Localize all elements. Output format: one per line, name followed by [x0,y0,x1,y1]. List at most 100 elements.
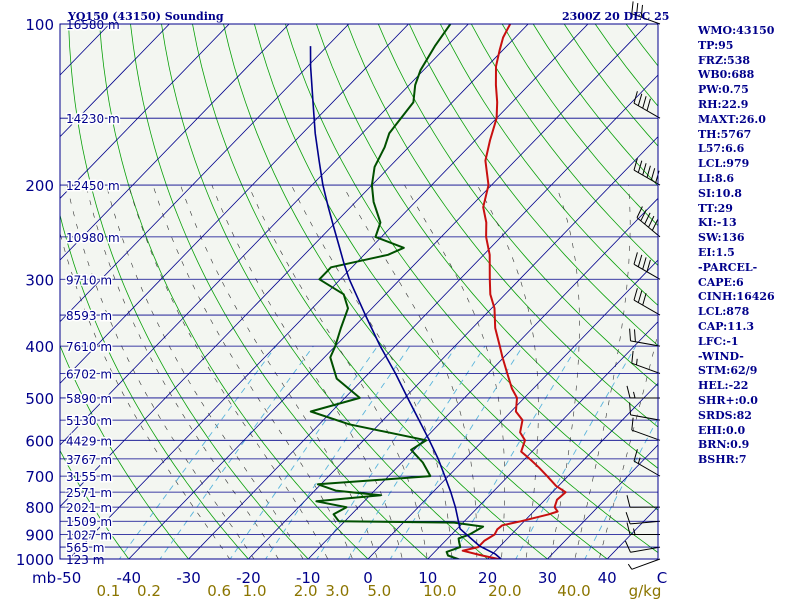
temperature-tick-label: -30 [176,569,201,587]
height-label: 565 m [66,541,104,555]
index-line: -PARCEL- [698,260,758,274]
mixing-ratio-label: 0.2 [137,582,161,600]
mixing-ratio-label: 40.0 [557,582,590,600]
pressure-tick-label: 700 [25,468,54,486]
timestamp: 2300Z 20 DEC 25 [562,10,670,23]
moist-adiabat [60,231,231,559]
index-line: WB0:688 [698,68,755,82]
plot-border [59,23,659,560]
index-line: SW:136 [698,231,745,245]
temperature-tick-label: 30 [538,569,557,587]
pressure-tick-label: 800 [25,499,54,517]
index-line: EHI:0.0 [698,423,746,437]
isotherm [128,24,649,559]
height-label: 3767 m [66,453,112,467]
index-line: CINH:16426 [698,290,775,304]
plot-background [60,24,658,559]
pressure-tick-label: 300 [25,271,54,289]
mixing-ratio-line [316,345,457,559]
temperature-trace [461,24,567,559]
mixing-ratio-line [159,345,314,559]
index-line: BRN:0.9 [698,438,750,452]
height-label: 8593 m [66,309,112,323]
index-line: TH:5767 [698,127,752,141]
height-label: 5130 m [66,414,112,428]
wind-barb [627,558,661,570]
pressure-tick-label: 500 [25,390,54,408]
mixing-ratio-line [347,345,486,559]
pressure-tick-label: 1000 [16,551,54,569]
wind-barb [629,328,661,347]
isotherm [60,24,290,261]
mixing-ratio-line [584,417,658,559]
temperature-tick-label: 20 [478,569,497,587]
isotherm [60,24,170,138]
isotherm [188,74,658,559]
wind-barb [633,252,661,280]
height-label: 9710 m [66,273,112,287]
mixing-ratio-label: 3.0 [325,582,349,600]
height-label: 4429 m [66,434,112,448]
wind-barb [631,350,661,374]
height-label: 3155 m [66,470,112,484]
wind-barb [631,1,661,25]
height-label: 16580 m [66,18,120,32]
wind-barb [633,158,661,186]
height-label: 2571 m [66,486,112,500]
sounding-traces [309,24,567,559]
height-label: 2021 m [66,501,112,515]
wind-barbs [624,1,661,570]
wind-barb [636,206,661,238]
temperature-tick-label: 0 [363,569,373,587]
height-label: 6702 m [66,367,112,381]
height-label: 1027 m [66,529,112,543]
isotherm [60,24,350,323]
temperature-tick-label: -50 [57,569,82,587]
index-line: LCL:878 [698,305,750,319]
index-line: -WIND- [698,349,744,363]
wind-barb [631,417,661,441]
temperature-tick-label: -20 [236,569,261,587]
isotherm [68,24,589,559]
index-line: WMO:43150 [698,24,775,37]
index-line: EI:1.5 [698,245,735,259]
isotherm [60,24,230,199]
moist-adiabat [66,185,255,559]
temperature-tick-label: 10 [418,569,437,587]
pressure-tick-label: 100 [25,16,54,34]
moist-adiabat [152,185,353,559]
mixing-ratio-label: 5.0 [367,582,391,600]
index-line: TT:29 [698,201,733,215]
index-line: L57:6.6 [698,142,745,156]
wind-barb [625,512,661,525]
mixing-ratio-label: 1.0 [243,582,267,600]
mixing-ratio-unit: g/kg [629,582,662,600]
index-line: LFC:-1 [698,334,739,348]
index-line: PW:0.75 [698,83,749,97]
moist-adiabat [342,184,478,559]
index-line: HEL:-22 [698,379,749,393]
index-line: CAP:11.3 [698,319,755,333]
moist-adiabat [477,184,539,559]
index-line: BSHR:7 [698,453,747,467]
pressure-tick-label: 900 [25,527,54,545]
dewpoint-trace [309,24,485,559]
index-line: STM:62/9 [698,364,758,378]
moist-adiabat [106,185,304,559]
mixing-ratio-line [389,345,524,559]
wind-barb [629,402,661,421]
mixing-ratio-label: 2.0 [294,582,318,600]
sounding-title: YQ150 (43150) Sounding [68,10,224,23]
isotherm [307,197,658,559]
mixing-ratio-line [450,345,578,559]
isotherm [60,24,410,384]
height-label: 14230 m [66,112,120,126]
height-label: 1509 m [66,515,112,529]
mixing-ratio-line [265,345,411,559]
mixing-ratio-label: 20.0 [488,582,521,600]
mixing-ratio-label: 10.0 [423,582,456,600]
temperature-tick-label: -40 [117,569,142,587]
height-label: 10980 m [66,231,120,245]
index-line: LCL:979 [698,157,750,171]
